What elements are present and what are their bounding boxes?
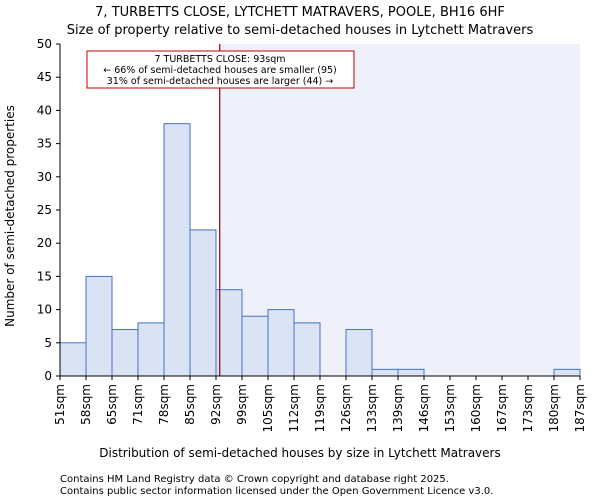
y-tick-label: 40 [37,103,52,117]
bar-85sqm [189,229,217,377]
annotation-box: 7 TURBETTS CLOSE: 93sqm ← 66% of semi-de… [86,50,355,89]
x-tick-label: 99sqm [235,384,249,425]
x-tick-label: 65sqm [105,384,119,425]
bar-65sqm [111,329,139,377]
x-tick-label: 105sqm [261,384,275,432]
x-axis-label: Distribution of semi-detached houses by … [99,446,500,460]
x-tick-label: 112sqm [287,384,301,432]
x-tick-label: 78sqm [157,384,171,425]
bar-58sqm [85,275,113,377]
x-tick-label: 139sqm [391,384,405,432]
x-tick-label: 92sqm [209,384,223,425]
x-tick-label: 146sqm [417,384,431,432]
x-tick-label: 133sqm [365,384,379,432]
x-tick-label: 153sqm [443,384,457,432]
x-tick-label: 180sqm [547,384,561,432]
bar-133sqm [371,368,399,377]
annotation-line1: 7 TURBETTS CLOSE: 93sqm [154,54,285,65]
chart-title-line1: 7, TURBETTS CLOSE, LYTCHETT MATRAVERS, P… [95,5,505,20]
bars-group [59,123,581,377]
x-axis: 51sqm 58sqm 65sqm 71sqm 78sqm 85sqm 92sqm 99sqm… [53,376,587,432]
bar-71sqm [137,322,165,377]
x-tick-label: 126sqm [339,384,353,432]
y-tick-label: 10 [37,303,52,317]
chart-title-line2: Size of property relative to semi-detach… [67,23,534,38]
footer-line2: Contains public sector information licen… [60,486,493,497]
x-tick-label: 187sqm [573,384,587,432]
x-tick-label: 167sqm [495,384,509,432]
y-tick-label: 30 [37,170,52,184]
x-tick-label: 85sqm [183,384,197,425]
y-axis: 0 5 10 15 20 25 30 35 40 45 50 [37,37,60,383]
y-tick-label: 15 [37,269,52,283]
annotation-line3: 31% of semi-detached houses are larger (… [107,76,334,87]
footer-line1: Contains HM Land Registry data © Crown c… [60,474,449,485]
bar-99sqm [241,315,269,377]
x-tick-label: 173sqm [521,384,535,432]
y-tick-label: 45 [37,70,52,84]
bar-112sqm [293,322,321,377]
x-tick-label: 58sqm [79,384,93,425]
annotation-line2: ← 66% of semi-detached houses are smalle… [103,65,337,76]
bar-139sqm [397,368,425,377]
y-tick-label: 0 [44,369,52,383]
x-tick-label: 71sqm [131,384,145,425]
bar-78sqm [163,123,191,377]
y-tick-label: 35 [37,137,52,151]
y-axis-label: Number of semi-detached properties [3,105,17,327]
x-tick-label: 160sqm [469,384,483,432]
bar-51sqm [59,342,87,377]
bar-180sqm [553,368,581,377]
y-tick-label: 5 [44,336,52,350]
y-tick-label: 25 [37,203,52,217]
bar-105sqm [267,309,295,377]
y-tick-label: 20 [37,236,52,250]
x-tick-label: 51sqm [53,384,67,425]
y-tick-label: 50 [37,37,52,51]
bar-126sqm [345,329,373,377]
x-tick-label: 119sqm [313,384,327,432]
